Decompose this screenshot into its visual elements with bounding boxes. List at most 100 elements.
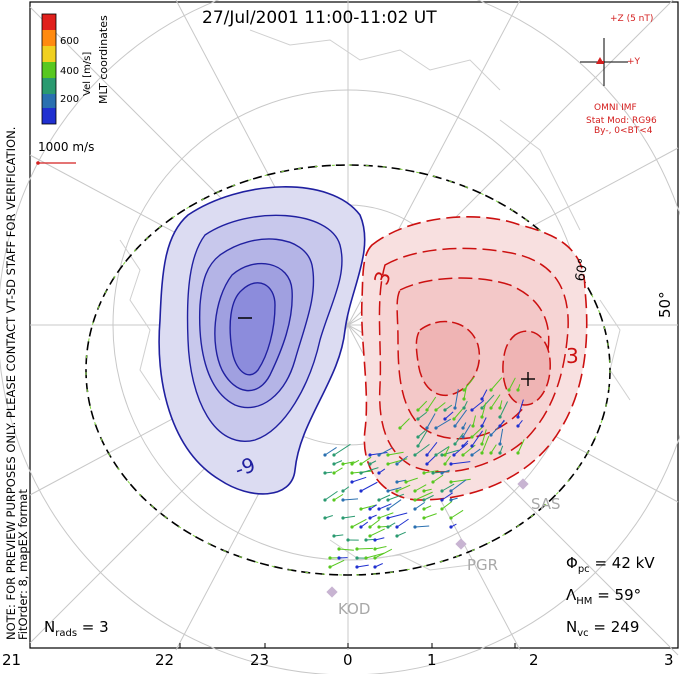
velocity-vector-origin xyxy=(364,538,368,542)
velocity-vector-origin xyxy=(332,471,336,475)
velocity-vector xyxy=(490,377,503,391)
velocity-vector xyxy=(351,518,367,528)
velocity-vector xyxy=(490,394,501,409)
velocity-vector xyxy=(342,461,355,465)
velocity-vector xyxy=(369,519,380,528)
velocity-vector-origin xyxy=(395,489,399,493)
colorbar-tick-200: 200 xyxy=(60,94,80,105)
velocity-vector-origin xyxy=(386,489,390,493)
velocity-vector xyxy=(499,401,508,418)
velocity-vector-origin xyxy=(341,498,345,502)
latitude-label-50: 50° xyxy=(656,291,674,318)
velocity-vector-origin xyxy=(395,462,399,466)
velocity-vector-origin xyxy=(516,388,520,392)
velocity-vector-origin xyxy=(350,462,354,466)
velocity-vector xyxy=(333,493,344,501)
velocity-vector-origin xyxy=(404,480,408,484)
velocity-vector-origin xyxy=(422,516,426,520)
velocity-vector-origin xyxy=(498,424,502,428)
velocity-vector xyxy=(378,494,391,501)
velocity-vector xyxy=(360,467,379,474)
velocity-vector-origin xyxy=(332,498,336,502)
stat-n-rads-value: 3 xyxy=(99,618,109,636)
velocity-vector xyxy=(454,388,459,409)
velocity-vector-origin xyxy=(489,388,493,392)
velocity-vector-origin xyxy=(516,424,520,428)
velocity-vector-origin xyxy=(416,435,420,439)
velocity-vector-origin xyxy=(395,525,399,529)
velocity-vector-origin xyxy=(368,525,372,529)
velocity-vector-origin xyxy=(368,534,372,538)
velocity-vector xyxy=(405,477,418,483)
velocity-vector-origin xyxy=(368,516,372,520)
velocity-vector xyxy=(444,411,454,420)
velocity-vector-origin xyxy=(471,424,475,428)
velocity-vector xyxy=(463,376,475,391)
station-sas: SAS xyxy=(531,495,561,513)
velocity-vector-origin xyxy=(359,462,363,466)
station-sas-marker xyxy=(517,478,529,490)
velocity-vector-origin xyxy=(377,498,381,502)
velocity-vector xyxy=(426,413,436,429)
mlt-tick-22: 22 xyxy=(155,651,175,669)
velocity-vector-origin xyxy=(386,525,390,529)
velocity-vector-origin xyxy=(422,489,426,493)
velocity-vector-origin xyxy=(449,516,453,520)
velocity-vector-origin xyxy=(516,415,520,419)
velocity-vector xyxy=(414,501,426,510)
velocity-vector-origin xyxy=(434,426,438,430)
velocity-vector-origin xyxy=(359,489,363,493)
velocity-vector xyxy=(399,418,410,429)
velocity-vector xyxy=(324,446,337,456)
velocity-vector-origin xyxy=(395,480,399,484)
velocity-vector-origin xyxy=(386,462,390,466)
positive-cell xyxy=(360,216,588,501)
velocity-vector-origin xyxy=(377,516,381,520)
velocity-vector-origin xyxy=(328,565,332,569)
velocity-vector-origin xyxy=(443,408,447,412)
mlt-tick-2: 2 xyxy=(529,651,539,669)
fit-order-note: FitOrder: 8, mapEX format xyxy=(16,489,30,640)
velocity-vector-origin xyxy=(440,453,444,457)
velocity-vector-origin xyxy=(461,426,465,430)
velocity-vector-origin xyxy=(425,453,429,457)
imf-source: OMNI IMF xyxy=(594,103,637,113)
velocity-vector-origin xyxy=(480,415,484,419)
velocity-vector xyxy=(387,493,405,501)
velocity-vector xyxy=(463,384,468,400)
velocity-vector-origin xyxy=(449,462,453,466)
velocity-vector-origin xyxy=(377,525,381,529)
velocity-scale-label: 1000 m/s xyxy=(38,140,95,154)
velocity-vector xyxy=(508,377,516,391)
velocity-vector xyxy=(450,461,471,465)
velocity-vector-origin xyxy=(373,556,377,560)
velocity-vector xyxy=(450,509,464,519)
velocity-vector-origin xyxy=(359,525,363,529)
imf-model: Stat Mod: RG96 xyxy=(586,116,657,126)
velocity-vector-origin xyxy=(453,424,457,428)
velocity-vector xyxy=(387,458,408,465)
velocity-vector xyxy=(423,469,439,474)
velocity-vector-origin xyxy=(337,547,341,551)
velocity-vector xyxy=(481,389,488,400)
velocity-vector xyxy=(441,492,453,501)
velocity-vector-origin xyxy=(355,547,359,551)
velocity-vector-origin xyxy=(359,471,363,475)
velocity-vector-origin xyxy=(489,406,493,410)
velocity-vector-origin xyxy=(443,417,447,421)
velocity-vector xyxy=(435,445,450,456)
stat-phi-pc: Φpc = 42 kV xyxy=(566,554,655,575)
velocity-vector-origin xyxy=(452,453,456,457)
station-pgr: PGR xyxy=(467,556,499,574)
velocity-vector xyxy=(396,518,409,528)
velocity-vector-origin xyxy=(413,507,417,511)
velocity-vector-origin xyxy=(332,534,336,538)
velocity-vector-origin xyxy=(470,453,474,457)
velocity-vector-origin xyxy=(332,453,336,457)
velocity-vector-origin xyxy=(425,408,429,412)
velocity-vector-origin xyxy=(386,453,390,457)
velocity-vector xyxy=(481,402,487,418)
velocity-vector xyxy=(378,503,392,510)
velocity-vector xyxy=(450,479,467,492)
velocity-vector xyxy=(417,400,428,411)
